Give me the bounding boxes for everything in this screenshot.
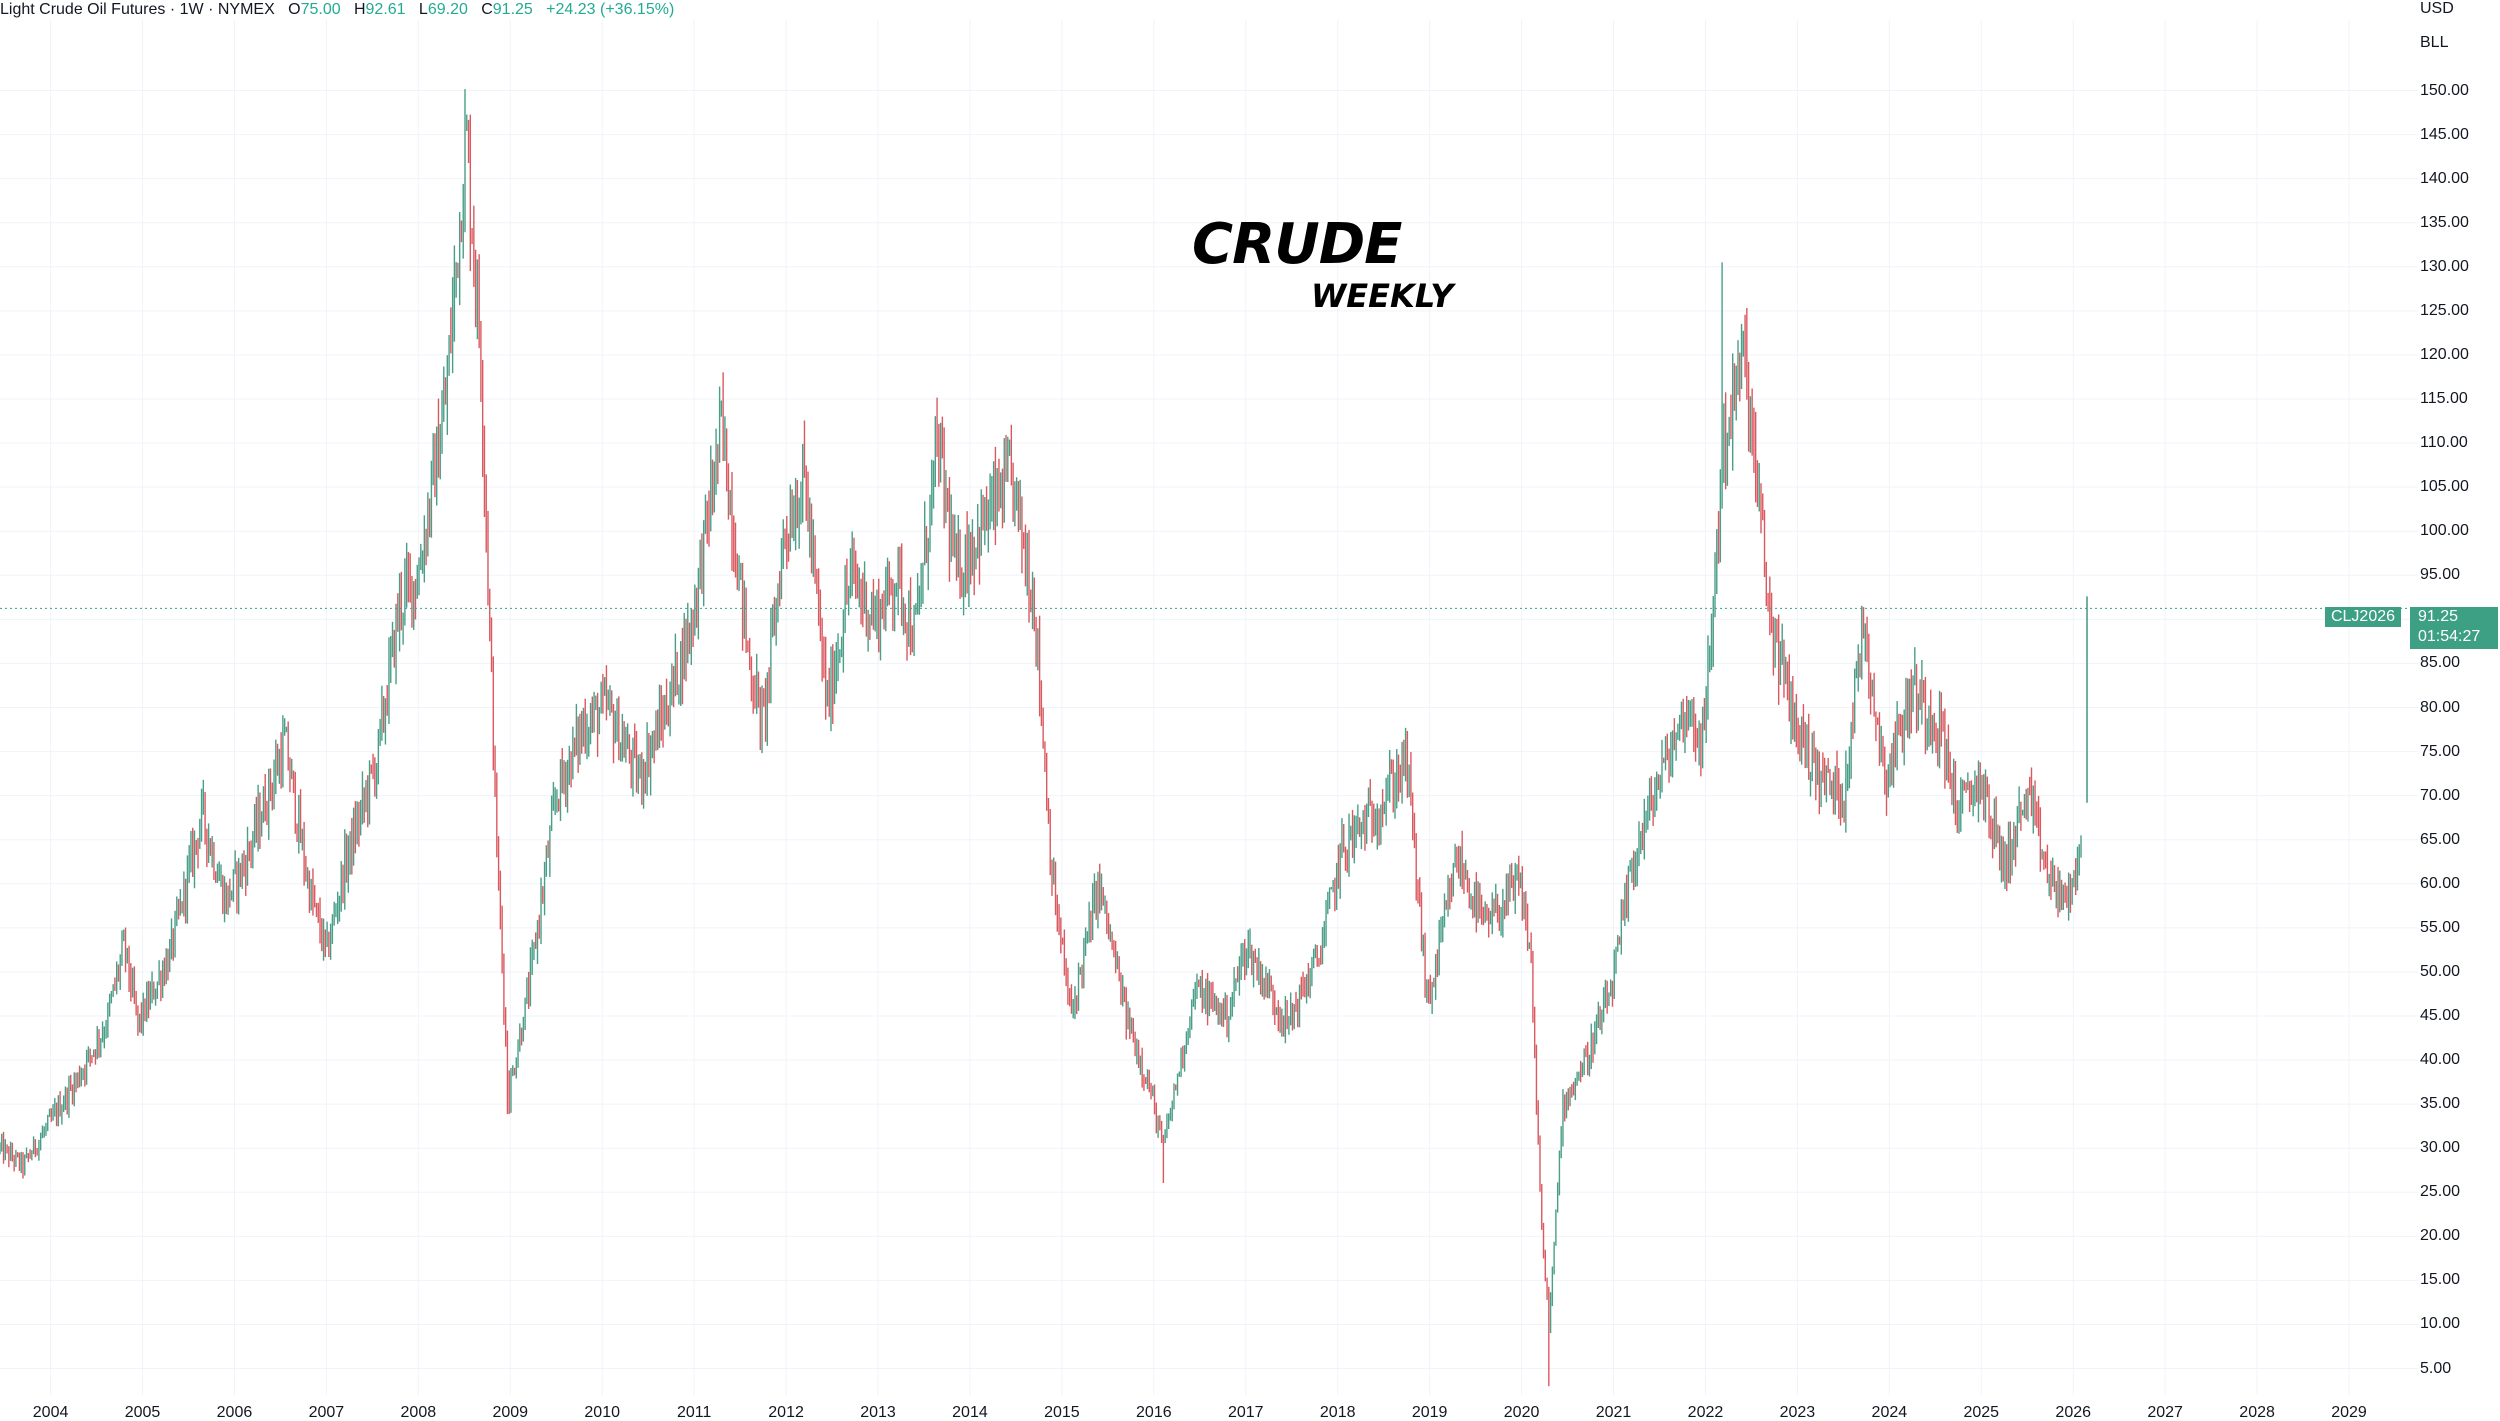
bar-countdown: 01:54:27 xyxy=(2418,628,2481,645)
y-tick-label: 145.00 xyxy=(2420,125,2469,143)
last-price-value: 91.25 xyxy=(2418,608,2459,625)
y-tick-label: 35.00 xyxy=(2420,1095,2461,1113)
x-tick-label: 2005 xyxy=(125,1404,161,1421)
y-tick-label: 65.00 xyxy=(2420,830,2461,848)
x-tick-label: 2023 xyxy=(1780,1404,1816,1421)
exchange-label: NYMEX xyxy=(217,1,275,18)
high-value: 92.61 xyxy=(365,1,406,18)
x-tick-label: 2012 xyxy=(768,1404,804,1421)
x-tick-label: 2019 xyxy=(1412,1404,1448,1421)
time-axis[interactable]: 2004 2005 2006 2007 2008 2009 2010 2011 2012 2013… xyxy=(33,1404,2367,1421)
x-tick-label: 2029 xyxy=(2331,1404,2367,1421)
low-label: L xyxy=(418,1,428,18)
interval-label[interactable]: 1W xyxy=(179,1,204,18)
y-tick-label: 85.00 xyxy=(2420,654,2461,672)
x-tick-label: 2020 xyxy=(1504,1404,1540,1421)
x-tick-label: 2021 xyxy=(1596,1404,1632,1421)
y-tick-label: 100.00 xyxy=(2420,522,2469,540)
x-tick-label: 2017 xyxy=(1228,1404,1264,1421)
x-tick-label: 2022 xyxy=(1688,1404,1724,1421)
close-value: 91.25 xyxy=(492,1,533,18)
y-tick-label: 130.00 xyxy=(2420,257,2469,275)
y-tick-label: 115.00 xyxy=(2420,390,2468,407)
x-tick-label: 2010 xyxy=(584,1404,620,1421)
change-value: +24.23 (+36.15%) xyxy=(546,1,675,18)
x-tick-label: 2027 xyxy=(2147,1404,2183,1421)
y-tick-label: 40.00 xyxy=(2420,1051,2461,1069)
y-tick-label: 105.00 xyxy=(2420,478,2469,496)
y-tick-label: 125.00 xyxy=(2420,301,2469,319)
y-tick-label: 30.00 xyxy=(2420,1139,2461,1157)
last-price-badge: 91.25 01:54:27 xyxy=(2410,607,2498,649)
high-label: H xyxy=(353,1,366,18)
x-tick-label: 2008 xyxy=(401,1404,437,1421)
y-tick-label: 120.00 xyxy=(2420,345,2469,363)
low-value: 69.20 xyxy=(427,1,468,18)
x-tick-label: 2015 xyxy=(1044,1404,1080,1421)
x-tick-label: 2026 xyxy=(2055,1404,2091,1421)
x-tick-label: 2011 xyxy=(677,1404,712,1421)
y-tick-label: 150.00 xyxy=(2420,81,2469,99)
open-label: O xyxy=(288,1,301,18)
x-tick-label: 2014 xyxy=(952,1404,988,1421)
y-tick-label: 55.00 xyxy=(2420,918,2461,936)
x-tick-label: 2013 xyxy=(860,1404,896,1421)
open-value: 75.00 xyxy=(300,1,341,18)
close-label: C xyxy=(481,1,493,18)
y-tick-label: 95.00 xyxy=(2420,566,2461,584)
candle-series xyxy=(0,89,2088,1387)
y-tick-label: 10.00 xyxy=(2420,1315,2461,1333)
chart-annotation-subtitle[interactable]: WEEKLY xyxy=(1311,277,1454,315)
y-tick-label: 20.00 xyxy=(2420,1227,2461,1245)
symbol-legend: Light Crude Oil Futures · 1W · NYMEX O75… xyxy=(0,1,675,18)
y-tick-label: 50.00 xyxy=(2420,962,2461,980)
symbol-name[interactable]: Light Crude Oil Futures xyxy=(0,1,166,18)
y-tick-label: 75.00 xyxy=(2420,742,2461,760)
x-tick-label: 2024 xyxy=(1872,1404,1908,1421)
y-tick-label: 80.00 xyxy=(2420,698,2461,716)
y-tick-label: 140.00 xyxy=(2420,169,2469,187)
x-tick-label: 2007 xyxy=(309,1404,345,1421)
x-tick-label: 2016 xyxy=(1136,1404,1172,1421)
x-tick-label: 2009 xyxy=(492,1404,528,1421)
x-tick-label: 2004 xyxy=(33,1404,69,1421)
x-tick-label: 2025 xyxy=(1963,1404,1999,1421)
x-tick-label: 2018 xyxy=(1320,1404,1356,1421)
y-tick-label: 70.00 xyxy=(2420,786,2461,804)
y-tick-label: 110.00 xyxy=(2420,434,2468,452)
chart-annotation-title[interactable]: CRUDE xyxy=(1192,212,1402,277)
y-tick-label: 25.00 xyxy=(2420,1183,2461,1201)
y-tick-label: 135.00 xyxy=(2420,213,2469,231)
y-tick-label: 15.00 xyxy=(2420,1271,2461,1289)
unit-label[interactable]: BLL xyxy=(2420,34,2449,51)
x-tick-label: 2006 xyxy=(217,1404,253,1421)
ticker-badge: CLJ2026 xyxy=(2325,607,2401,627)
currency-label[interactable]: USD xyxy=(2420,0,2454,17)
y-tick-label: 60.00 xyxy=(2420,874,2461,892)
x-tick-label: 2028 xyxy=(2239,1404,2275,1421)
y-tick-label: 45.00 xyxy=(2420,1006,2461,1024)
y-tick-label: 5.00 xyxy=(2420,1359,2452,1377)
